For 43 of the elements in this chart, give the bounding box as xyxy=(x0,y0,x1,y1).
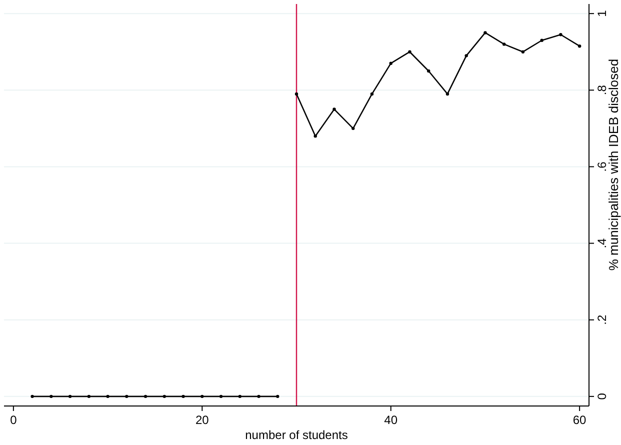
point xyxy=(314,134,317,138)
point xyxy=(502,42,506,46)
point xyxy=(540,38,544,42)
point xyxy=(408,50,412,54)
point xyxy=(578,44,582,48)
line-series xyxy=(294,31,582,138)
point xyxy=(50,394,53,398)
y-tick-label: .6 xyxy=(595,161,609,172)
point xyxy=(219,394,223,398)
point xyxy=(294,92,298,96)
point xyxy=(200,394,204,398)
point xyxy=(30,394,34,398)
y-tick-label: .8 xyxy=(595,84,609,96)
point xyxy=(370,92,374,96)
point xyxy=(426,69,430,73)
x-tick-label: 20 xyxy=(195,413,210,427)
point xyxy=(257,394,260,398)
point xyxy=(389,62,392,65)
point xyxy=(144,394,148,398)
point xyxy=(464,54,468,58)
point xyxy=(446,92,450,96)
point xyxy=(521,50,525,54)
point xyxy=(182,394,185,398)
x-tick-label: 40 xyxy=(384,413,398,427)
point xyxy=(87,394,91,398)
x-tick-label: 0 xyxy=(10,413,18,427)
y-tick-label: 1 xyxy=(595,10,609,17)
y-tick-label: .4 xyxy=(595,238,609,248)
y-tick-label: 0 xyxy=(595,392,609,400)
point xyxy=(238,394,242,398)
point xyxy=(352,126,355,130)
point xyxy=(125,394,128,398)
point xyxy=(162,394,166,398)
point xyxy=(276,394,280,398)
y-tick-label: .2 xyxy=(595,314,609,325)
y-axis-title: % municipalities with IDEB disclosed xyxy=(606,58,621,271)
point xyxy=(559,33,562,36)
point xyxy=(68,394,72,398)
point xyxy=(484,31,487,34)
point xyxy=(106,394,110,398)
x-axis-title: number of students xyxy=(245,428,348,442)
point xyxy=(332,108,336,111)
x-tick-label: 60 xyxy=(572,413,587,427)
